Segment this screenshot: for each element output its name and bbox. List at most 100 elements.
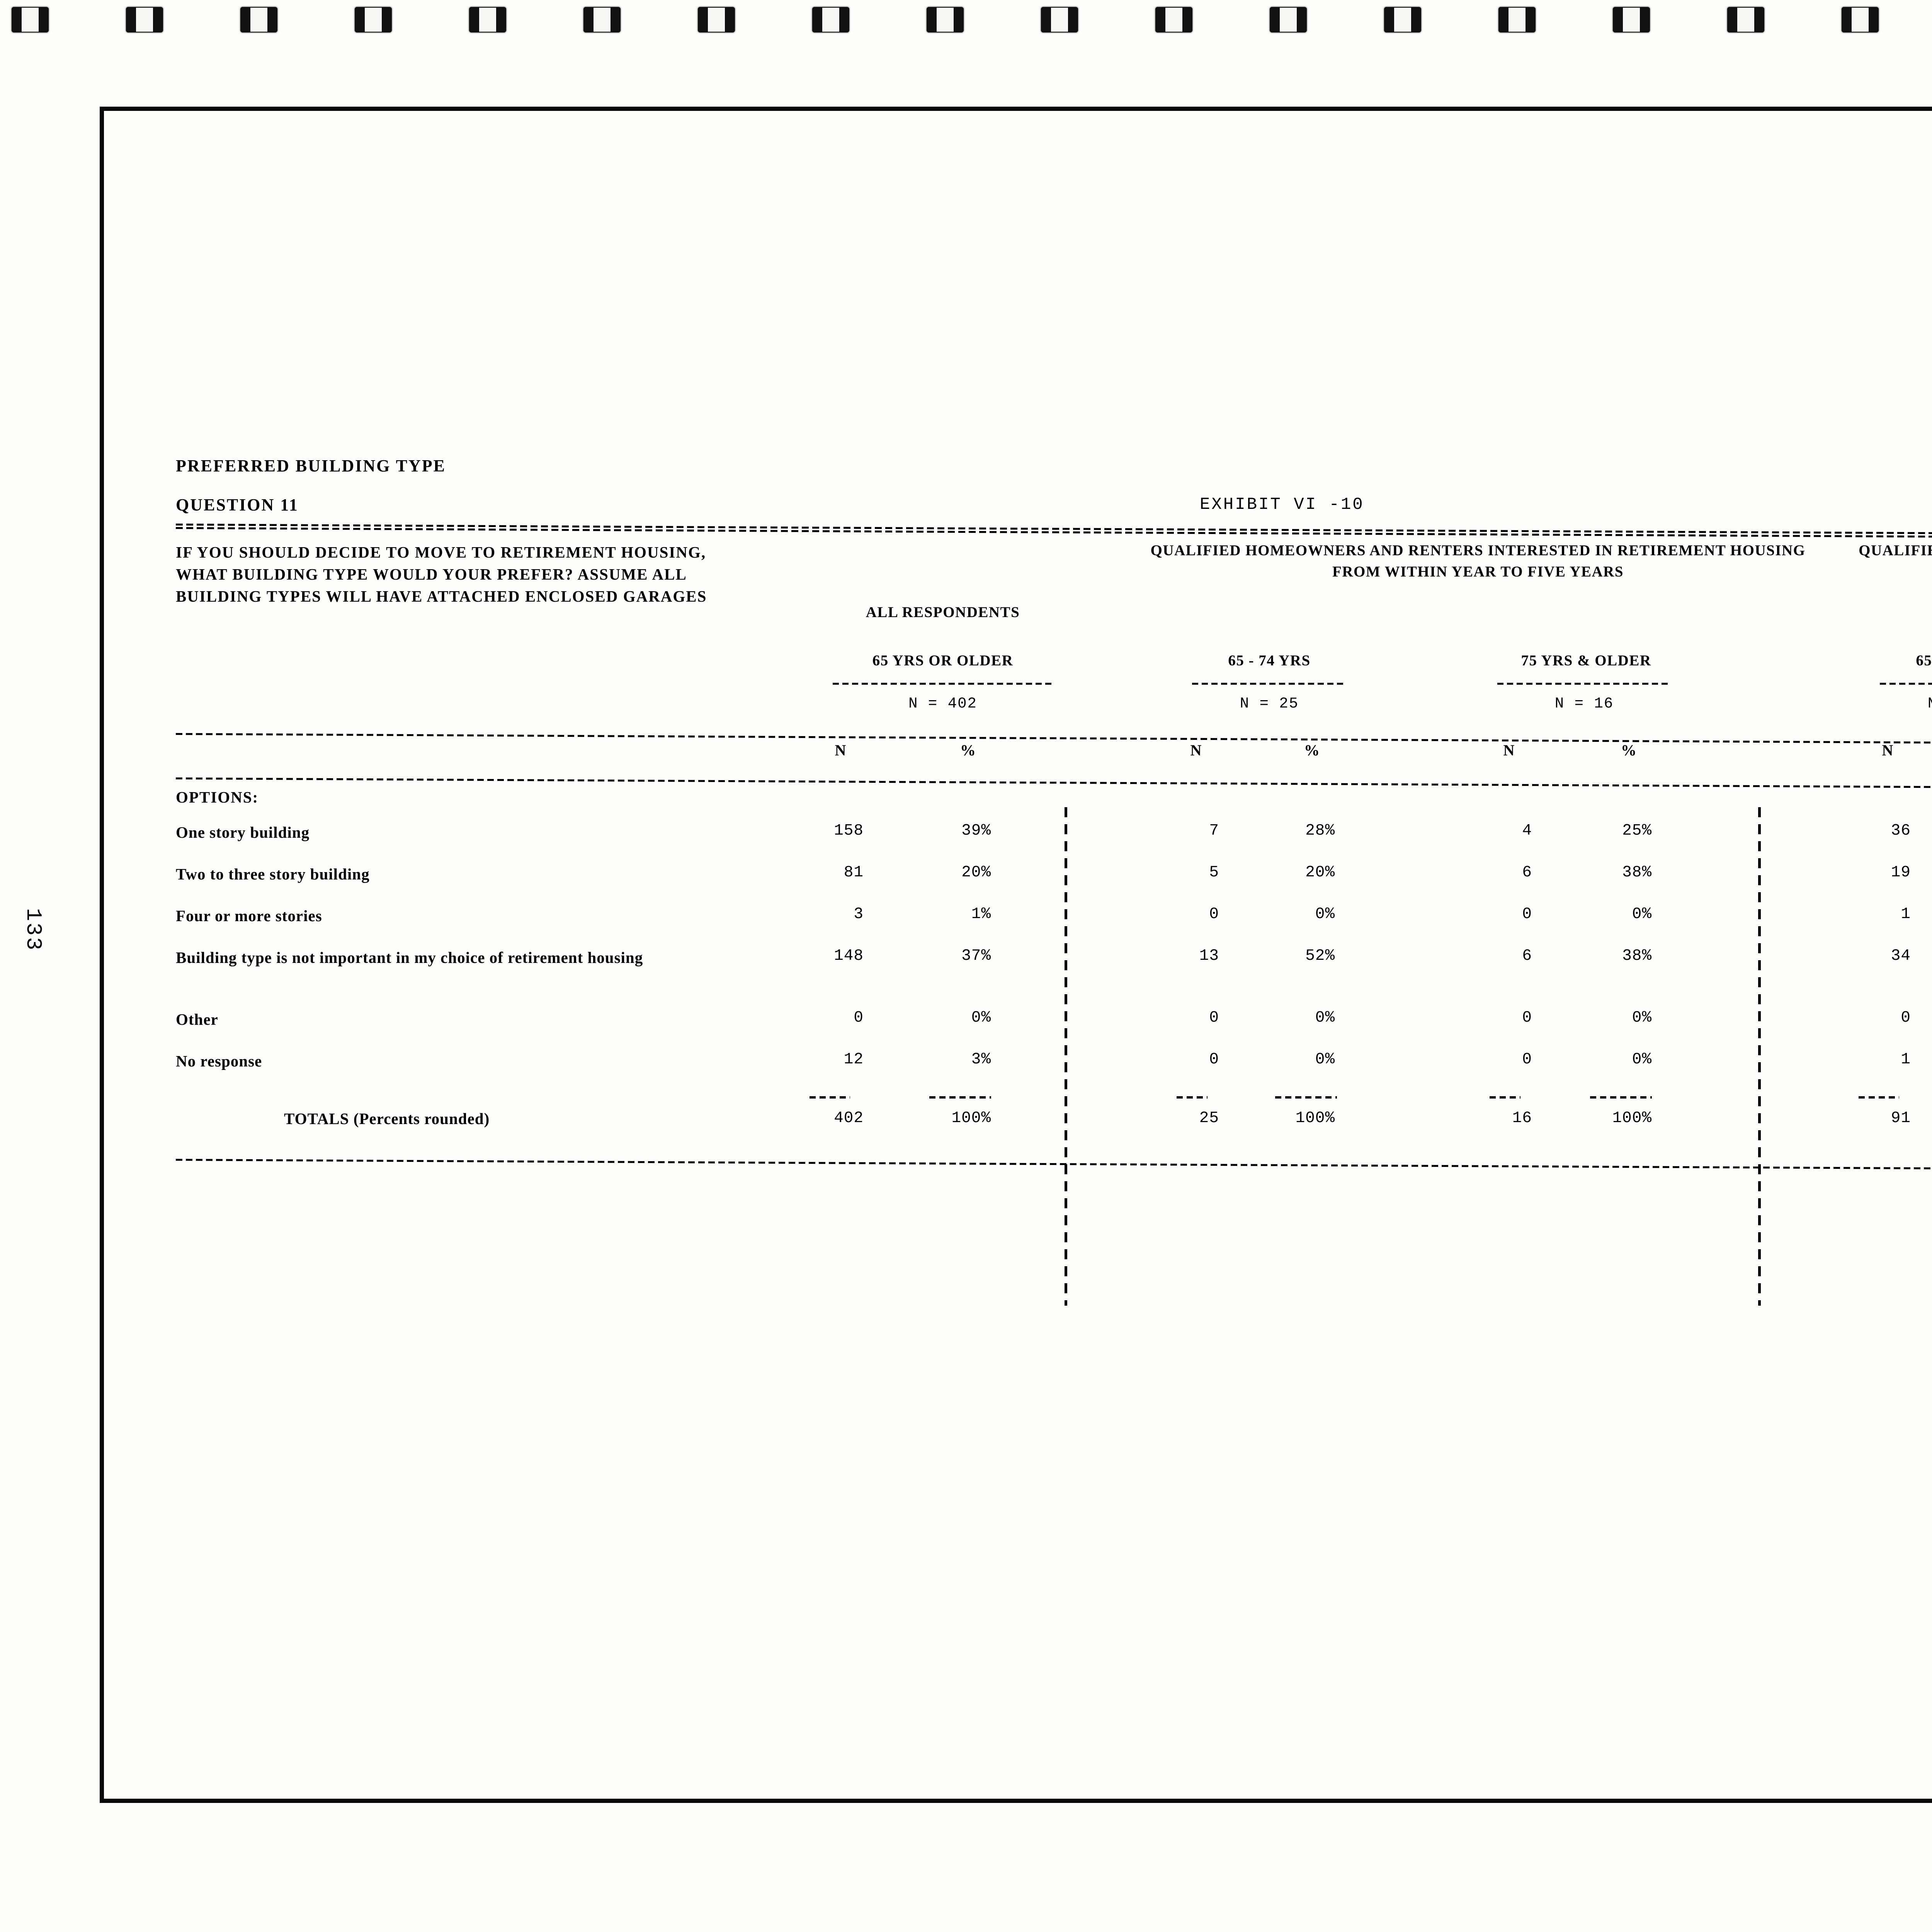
- page-title: PREFERRED BUILDING TYPE: [176, 456, 446, 475]
- cell-pct: 28%: [1305, 822, 1335, 840]
- cell-n: 0: [1901, 1009, 1911, 1027]
- exhibit-document: PREFERRED BUILDING TYPE QUESTION 11 EXHI…: [175, 456, 1932, 1306]
- n-value-ifwhen-65: N = 91: [1880, 695, 1932, 712]
- row-label: Other: [176, 1010, 218, 1028]
- table-row: No response 12 3% 0 0% 0 0% 1 1% 1 2%: [176, 1051, 1932, 1092]
- totals-rule-row: [176, 1092, 1932, 1109]
- sum-rule: [1859, 1096, 1899, 1099]
- n-value-within-65: N = 25: [1240, 695, 1299, 712]
- page-border: [100, 107, 1932, 1803]
- cell-pct: 39%: [961, 822, 991, 840]
- row-label: No response: [176, 1052, 262, 1070]
- cell-n: 81: [844, 864, 864, 881]
- col-label-pct-2: %: [1304, 742, 1320, 759]
- cell-pct: 20%: [961, 864, 991, 881]
- sum-rule: [929, 1096, 991, 1099]
- cell-n: 7: [1209, 822, 1219, 840]
- cell-n: 12: [844, 1051, 864, 1068]
- column-label-row: N % N % N % N % N %: [176, 735, 1932, 777]
- data-table: OPTIONS: One story building 158 39% 7 28…: [175, 788, 1932, 1306]
- group-heading-if-and-when-needed: QUALIFIED HOMEOWNERS AND RENTERS INTERES…: [1859, 542, 1932, 559]
- film-sprocket-mark: [1842, 7, 1879, 32]
- exhibit-title: EXHIBIT VI -10: [1200, 495, 1364, 514]
- cell-n: 0: [1522, 905, 1532, 923]
- total-n: 25: [1199, 1109, 1219, 1127]
- film-sprocket-mark: [1270, 7, 1307, 32]
- sum-rule: [1590, 1096, 1652, 1099]
- row-label: One story building: [176, 823, 310, 841]
- cell-n: 0: [1522, 1009, 1532, 1027]
- col-label-n-3: N: [1503, 742, 1515, 759]
- film-sprocket-mark: [927, 7, 964, 32]
- microfilm-sprocket-strip: [0, 0, 1932, 46]
- total-n: 402: [834, 1109, 864, 1127]
- film-sprocket-mark: [583, 7, 621, 32]
- options-label: OPTIONS:: [176, 788, 259, 806]
- film-sprocket-mark: [469, 7, 506, 32]
- cell-n: 3: [854, 905, 864, 923]
- sum-rule: [1275, 1096, 1337, 1099]
- total-n: 16: [1512, 1109, 1532, 1127]
- cell-n: 36: [1891, 822, 1911, 840]
- sum-rule: [810, 1096, 850, 1099]
- question-header-row: QUESTION 11 EXHIBIT VI -10: [176, 495, 1932, 518]
- page-number: 133: [21, 908, 46, 952]
- subhead-ifwhen-65-74: 65 - 74 YRS: [1916, 652, 1932, 669]
- cell-n: 34: [1891, 947, 1911, 965]
- totals-label: TOTALS (Percents rounded): [284, 1110, 490, 1128]
- group-divider-1: [1065, 807, 1067, 1306]
- cell-pct: 38%: [1622, 864, 1652, 881]
- cell-pct: 0%: [1315, 1009, 1335, 1027]
- film-sprocket-mark: [126, 7, 163, 32]
- totals-row: TOTALS (Percents rounded) 402 100% 25 10…: [176, 1109, 1932, 1151]
- film-sprocket-mark: [698, 7, 735, 32]
- cell-n: 0: [1209, 1009, 1219, 1027]
- cell-pct: 0%: [1315, 905, 1335, 923]
- subhead-all-65-or-older: 65 YRS OR OLDER: [872, 652, 1014, 669]
- cell-pct: 0%: [1632, 905, 1652, 923]
- cell-n: 13: [1199, 947, 1219, 965]
- group-divider-2: [1758, 807, 1761, 1306]
- question-label: QUESTION 11: [176, 495, 299, 514]
- col-label-n-2: N: [1190, 742, 1202, 759]
- sum-rule: [1490, 1096, 1520, 1099]
- cell-pct: 52%: [1305, 947, 1335, 965]
- table-row: Four or more stories 3 1% 0 0% 0 0% 1 1%…: [176, 905, 1932, 947]
- table-row: One story building 158 39% 7 28% 4 25% 3…: [176, 822, 1932, 864]
- row-label: Four or more stories: [176, 907, 322, 925]
- cell-n: 1: [1901, 1051, 1911, 1068]
- cell-n: 0: [1209, 905, 1219, 923]
- group-heading-within-five-years: QUALIFIED HOMEOWNERS AND RENTERS INTERES…: [1150, 542, 1806, 580]
- cell-pct: 1%: [971, 905, 991, 923]
- film-sprocket-mark: [1613, 7, 1650, 32]
- row-label: Building type is not important in my cho…: [176, 949, 643, 966]
- total-pct: 100%: [951, 1109, 991, 1127]
- cell-pct: 0%: [1315, 1051, 1335, 1068]
- cell-n: 19: [1891, 864, 1911, 881]
- col-label-pct-1: %: [960, 742, 976, 759]
- cell-n: 4: [1522, 822, 1532, 840]
- cell-n: 0: [1209, 1051, 1219, 1068]
- film-sprocket-mark: [1155, 7, 1192, 32]
- film-sprocket-mark: [240, 7, 277, 32]
- cell-pct: 0%: [1632, 1009, 1652, 1027]
- cell-n: 0: [854, 1009, 864, 1027]
- cell-pct: 20%: [1305, 864, 1335, 881]
- cell-pct: 0%: [971, 1009, 991, 1027]
- sum-rule: [1177, 1096, 1208, 1099]
- subhead-rule-within-75: [1497, 683, 1671, 685]
- n-value-within-75: N = 16: [1554, 695, 1614, 712]
- n-value-all: N = 402: [908, 695, 977, 712]
- cell-n: 6: [1522, 864, 1532, 881]
- table-row: Other 0 0% 0 0% 0 0% 0 0% 0 0%: [176, 1009, 1932, 1051]
- table-header-zone: IF YOU SHOULD DECIDE TO MOVE TO RETIREME…: [176, 536, 1932, 733]
- film-sprocket-mark: [12, 7, 49, 32]
- cell-pct: 3%: [971, 1051, 991, 1068]
- cell-n: 5: [1209, 864, 1219, 881]
- cell-pct: 0%: [1632, 1051, 1652, 1068]
- table-row: Two to three story building 81 20% 5 20%…: [176, 864, 1932, 905]
- film-sprocket-mark: [355, 7, 392, 32]
- film-sprocket-mark: [1041, 7, 1078, 32]
- total-pct: 100%: [1612, 1109, 1652, 1127]
- cell-pct: 37%: [961, 947, 991, 965]
